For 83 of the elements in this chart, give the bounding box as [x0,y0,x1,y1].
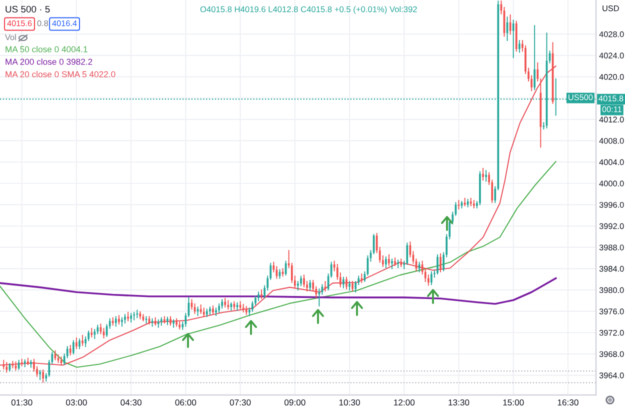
line-series [0,161,556,368]
y-tick-label: 3984.0 [599,266,624,272]
candlestick [542,122,545,130]
text: MA 20 close 0 SMA 5 4022.0 [6,70,116,78]
y-tick-label: 3972.0 [599,330,624,336]
candlestick [482,168,484,181]
y-tick-label: 4000.0 [599,180,624,186]
x-tick-label: 09:00 [284,399,306,406]
y-tick-label: 4028.0 [599,31,624,38]
annotation: 4016.4 [52,20,77,26]
text: MA 50 close 0 4004.1 [6,46,88,52]
candlestick [303,274,305,288]
x-tick-label: 13:30 [448,399,470,406]
candlestick [121,317,123,327]
candlestick [136,310,138,318]
y-tick-label: 3968.0 [599,351,624,358]
annotation: US500 [568,94,593,100]
candlestick [76,337,78,350]
ref-line-label: 4015.8 [598,96,624,102]
candlestick [518,40,520,53]
candlestick [388,254,390,266]
candlestick [82,334,84,346]
candlestick [430,271,432,286]
y-tick-label: 4004.0 [599,159,624,166]
y-tick-label: 3980.0 [599,287,624,294]
candlestick [352,280,354,292]
candlestick [42,369,44,383]
candlestick [309,280,312,290]
candlestick [114,316,117,327]
text: 00:11 [602,106,622,112]
candlestick [391,258,393,270]
candlestick [406,242,408,265]
candlestick [300,276,302,286]
x-tick-label: 04:30 [120,399,142,406]
candlestick [78,338,80,350]
line-series [0,277,557,305]
annotation: 4015.6 [7,20,32,26]
y-tick-label: 3964.0 [599,372,624,378]
candlestick [346,276,348,290]
candlestick [440,253,442,272]
candlestick [94,328,96,339]
x-tick-label: 15:00 [503,399,524,406]
text: O4015.8 H4019.6 L4012.8 C4015.8 +0.5 (+0.01%) Vol:392 [200,6,417,14]
x-tick-label: 12:00 [394,399,415,406]
candlestick [485,170,487,182]
x-tick-label: 01:30 [11,399,32,406]
x-tick-label: 16:30 [558,399,578,406]
y-axis-title: USD [602,5,619,12]
candlestick [112,317,114,326]
chart-title: US 500 · 5 [6,6,50,13]
y-tick-label: 3996.0 [599,202,624,208]
candlestick [72,340,74,354]
candlestick [133,312,136,320]
candlestick [509,14,512,35]
annotation: Vol [5,34,16,40]
candlestick [260,290,262,299]
candlestick [384,256,387,268]
candlestick [227,300,230,310]
y-tick-label: 3992.0 [599,223,624,230]
annotation: 0.8 [37,20,48,26]
candlestick [18,360,20,370]
x-tick-label: 10:30 [339,399,360,406]
candlestick [397,260,399,268]
y-tick-label: 4020.0 [599,74,624,80]
y-tick-label: 3988.0 [599,244,624,250]
candlestick [512,20,514,58]
text: MA 200 close 0 3982.2 [6,58,92,65]
candlestick [242,304,244,312]
x-tick-label: 03:00 [66,399,87,406]
x-tick-label: 07:30 [230,399,251,406]
x-tick-label: 06:00 [175,399,196,406]
candlestick [342,276,344,288]
candlestick [534,25,536,90]
candlestick [360,274,363,284]
candlestick [69,344,72,356]
candlestick [39,370,41,380]
candlestick [318,288,320,306]
candlestick [157,319,160,328]
y-tick-label: 3976.0 [599,308,624,314]
y-tick-label: 4024.0 [599,52,624,58]
candlestick [436,254,438,274]
y-tick-label: 4008.0 [599,138,624,144]
y-tick-label: 4012.0 [599,116,624,122]
